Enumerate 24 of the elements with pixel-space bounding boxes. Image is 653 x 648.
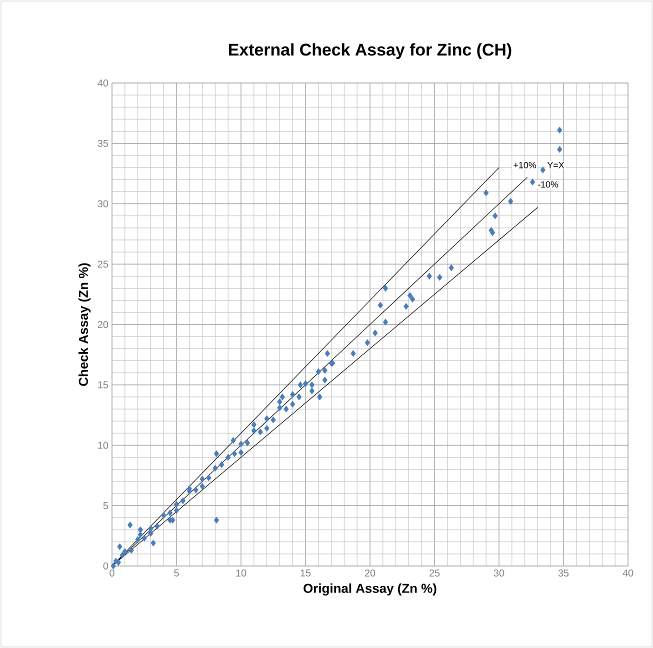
y-tick-label: 15 <box>98 381 108 388</box>
y-tick-label: 10 <box>98 442 108 449</box>
x-tick-label: 5 <box>174 570 179 576</box>
y-axis-title: Check Assay (Zn %) <box>78 263 91 386</box>
x-tick-label: 0 <box>110 570 114 577</box>
x-axis-title: Original Assay (Zn %) <box>304 583 436 596</box>
chart-title: External Check Assay for Zinc (CH) <box>229 43 512 60</box>
y-tick-label: 25 <box>98 260 108 268</box>
y-tick-label: 40 <box>98 79 108 87</box>
annotation: +10% <box>514 162 536 168</box>
x-tick-label: 15 <box>300 570 311 576</box>
y-tick-label: 30 <box>98 200 108 208</box>
x-tick-label: 20 <box>364 570 376 577</box>
annotation: Y=X <box>547 162 564 168</box>
y-tick-label: 0 <box>103 562 108 570</box>
x-tick-label: 35 <box>558 570 569 577</box>
y-tick-label: 20 <box>98 320 108 328</box>
y-tick-label: 5 <box>103 502 108 510</box>
x-tick-label: 25 <box>429 570 440 577</box>
x-tick-label: 30 <box>494 570 504 577</box>
x-tick-label: 40 <box>622 570 634 577</box>
annotation: -10% <box>538 181 558 188</box>
x-tick-label: 10 <box>236 570 246 577</box>
y-tick-label: 35 <box>98 140 108 147</box>
